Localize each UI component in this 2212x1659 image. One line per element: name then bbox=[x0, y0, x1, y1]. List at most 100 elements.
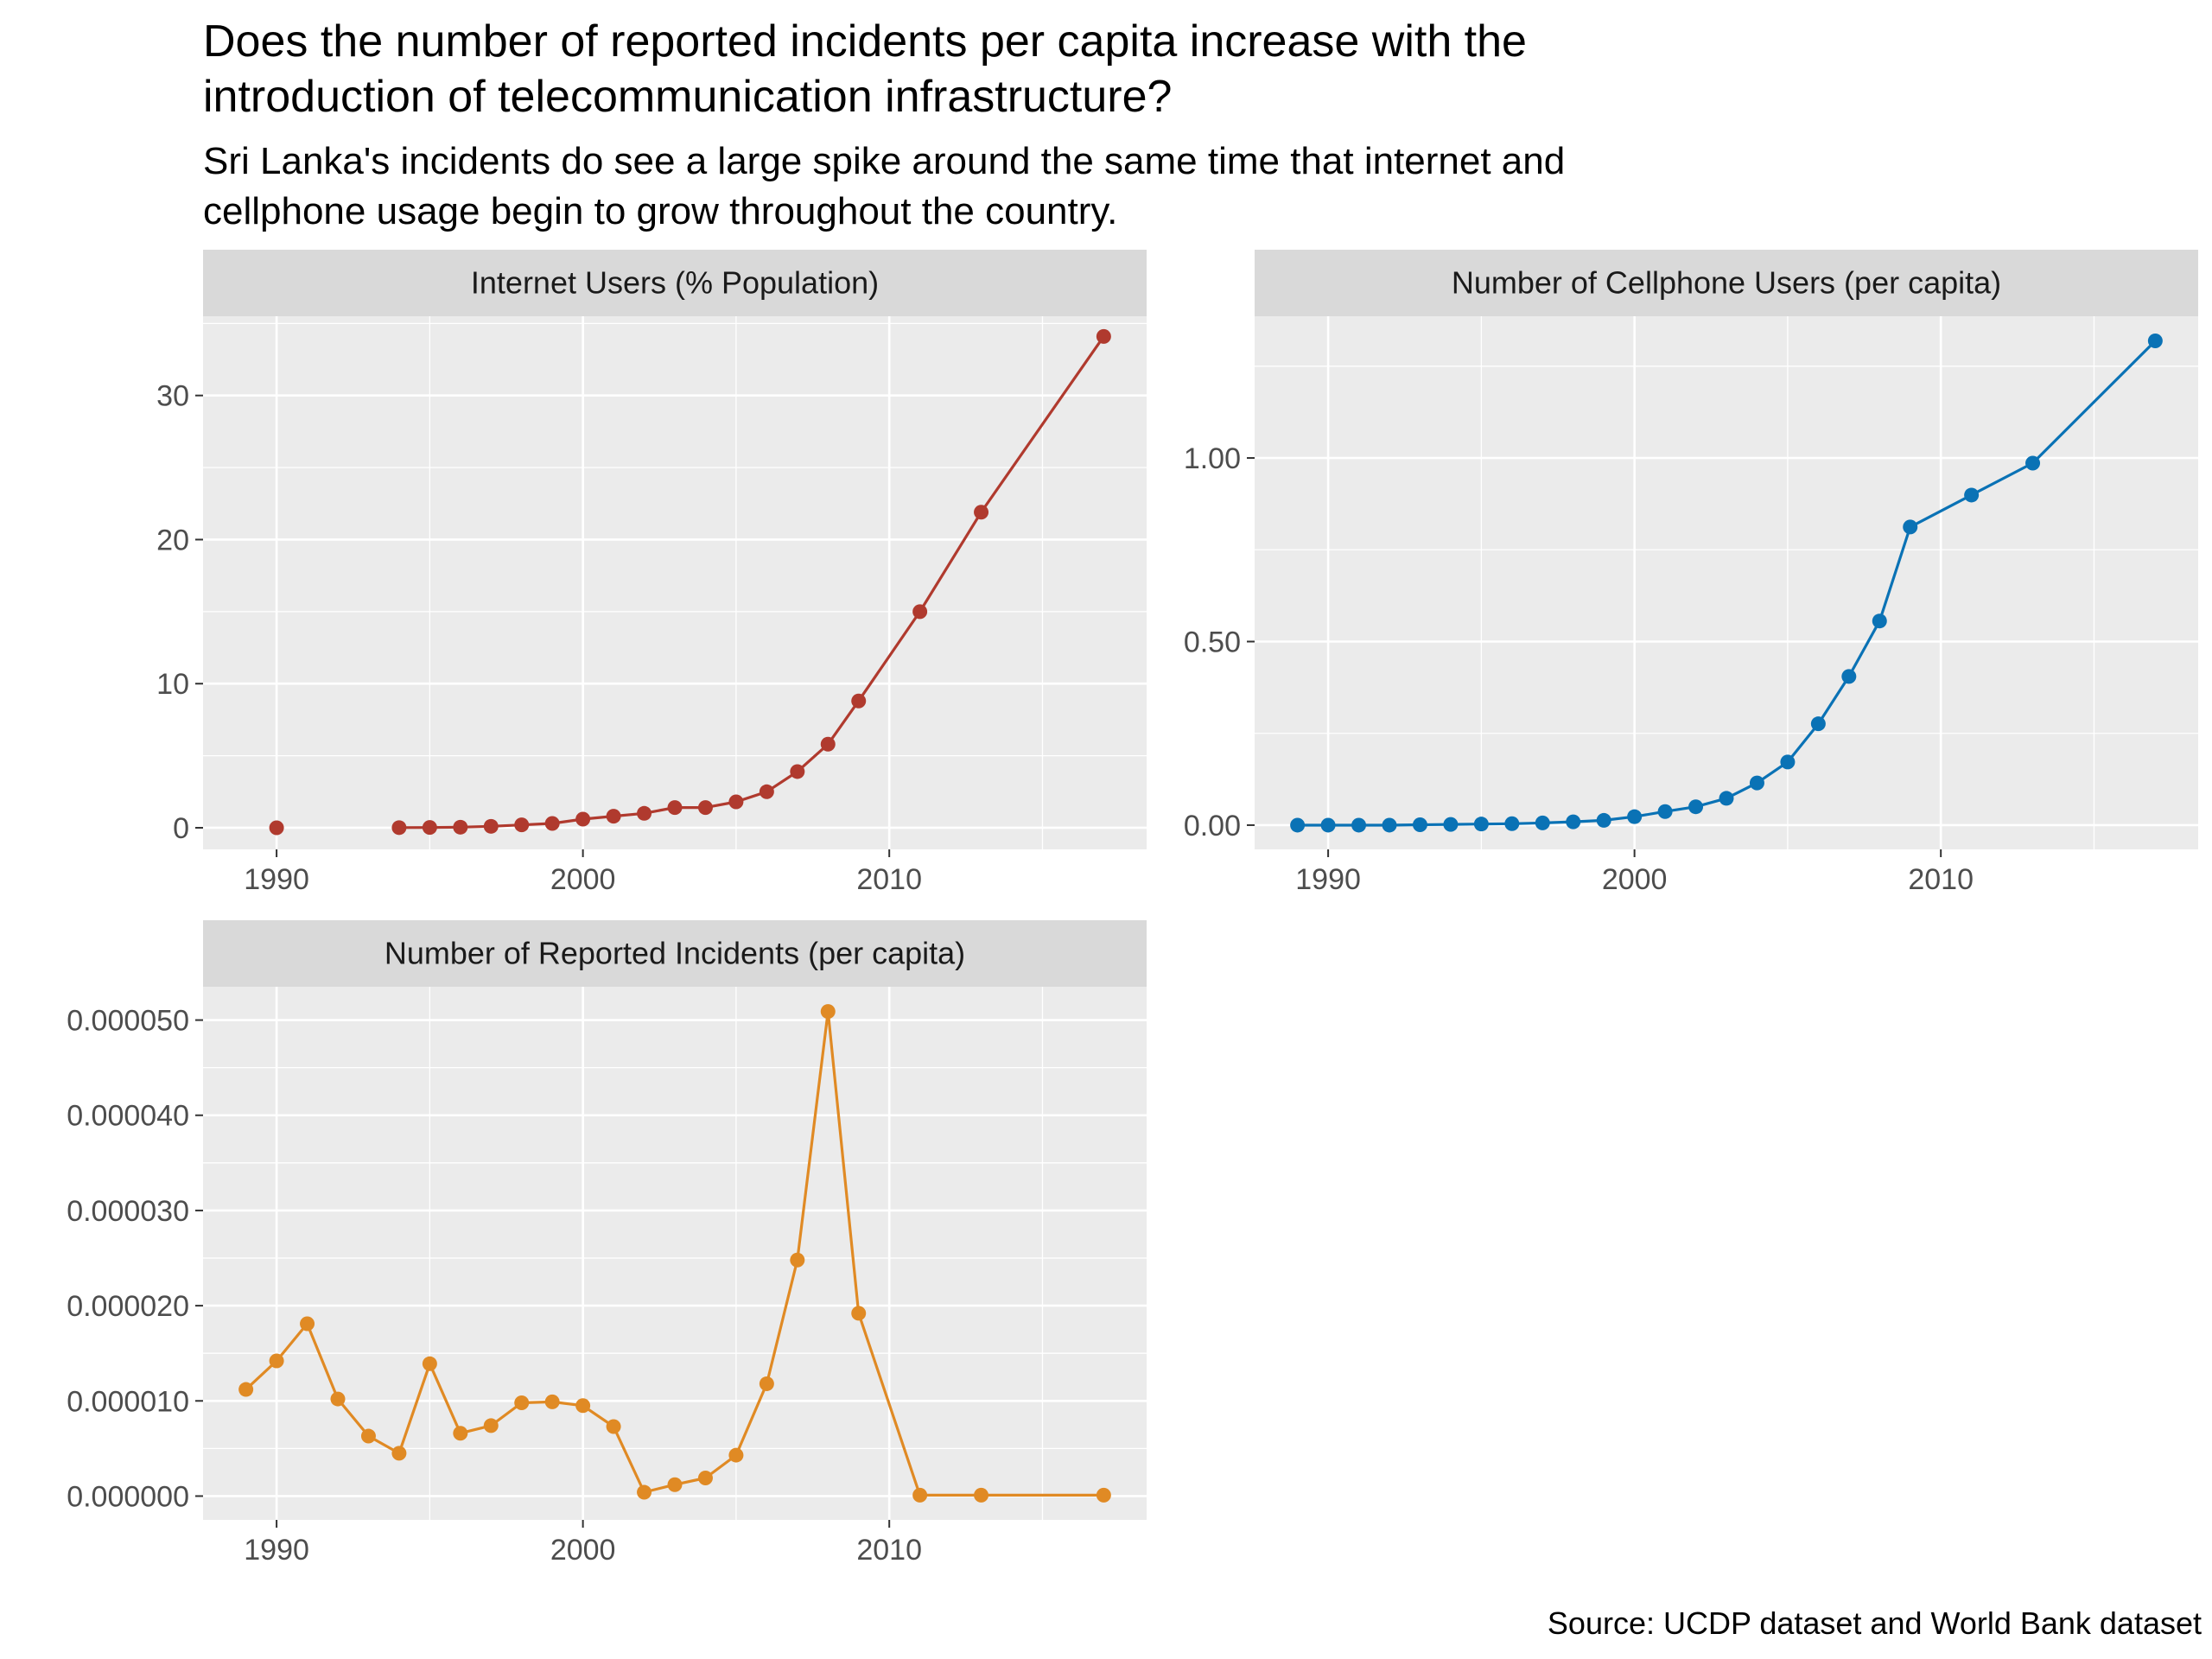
plot-panel bbox=[1255, 316, 2198, 849]
data-point bbox=[1841, 669, 1857, 684]
data-point bbox=[422, 1356, 437, 1371]
data-point bbox=[269, 1353, 284, 1369]
facet-strip bbox=[1255, 250, 2198, 316]
data-point bbox=[820, 736, 836, 752]
chart-title: Does the number of reported incidents pe… bbox=[203, 14, 2104, 124]
data-point bbox=[575, 811, 591, 827]
data-point bbox=[912, 604, 928, 620]
data-point bbox=[851, 693, 867, 709]
x-tick-label: 1990 bbox=[1295, 863, 1361, 896]
y-tick-label: 1.00 bbox=[1184, 442, 1241, 475]
data-point bbox=[1657, 804, 1673, 819]
x-tick-label: 2000 bbox=[1602, 863, 1668, 896]
data-point bbox=[1443, 817, 1459, 832]
x-tick-label: 2000 bbox=[550, 863, 616, 896]
y-tick-label: 20 bbox=[156, 524, 189, 556]
y-tick-label: 0 bbox=[173, 812, 189, 845]
y-tick-label: 0.50 bbox=[1184, 626, 1241, 658]
data-point bbox=[1596, 812, 1611, 828]
y-tick-label: 0.000030 bbox=[67, 1195, 189, 1228]
data-point bbox=[1719, 791, 1734, 806]
data-point bbox=[1535, 815, 1550, 830]
data-point bbox=[1096, 328, 1111, 344]
data-point bbox=[637, 805, 652, 821]
panel-2: Number of Cellphone Users (per capita) 0.… bbox=[1184, 250, 2198, 896]
data-point bbox=[1504, 816, 1520, 831]
x-tick-label: 2000 bbox=[550, 1534, 616, 1567]
data-point bbox=[330, 1391, 346, 1407]
data-point bbox=[269, 820, 284, 836]
data-point bbox=[1320, 817, 1336, 833]
data-point bbox=[790, 764, 805, 779]
data-point bbox=[453, 819, 468, 835]
data-point bbox=[360, 1428, 376, 1444]
data-point bbox=[1964, 487, 1980, 503]
data-point bbox=[637, 1484, 652, 1500]
data-point bbox=[697, 1471, 713, 1486]
data-point bbox=[606, 1419, 621, 1434]
data-point bbox=[2025, 455, 2041, 471]
data-point bbox=[483, 818, 499, 834]
data-point bbox=[728, 794, 744, 810]
data-point bbox=[575, 1398, 591, 1414]
data-point bbox=[544, 1394, 560, 1409]
data-point bbox=[759, 784, 774, 799]
data-point bbox=[1096, 1487, 1111, 1503]
plot-panel bbox=[203, 987, 1147, 1520]
data-point bbox=[238, 1382, 254, 1397]
data-point bbox=[1382, 817, 1397, 833]
data-point bbox=[1688, 799, 1704, 815]
data-point bbox=[2147, 333, 2163, 348]
y-tick-label: 0.000040 bbox=[67, 1100, 189, 1133]
data-point bbox=[1566, 814, 1581, 830]
subtitle-line-2: cellphone usage begin to grow throughout… bbox=[203, 190, 1118, 232]
data-point bbox=[1872, 613, 1887, 629]
data-point bbox=[667, 800, 683, 816]
y-tick-label: 0.00 bbox=[1184, 810, 1241, 842]
data-point bbox=[1749, 775, 1764, 791]
panel-1: Internet Users (% Population) 0 10 20 30 1990… bbox=[156, 250, 1147, 896]
data-point bbox=[1473, 817, 1489, 832]
y-tick-label: 0.000020 bbox=[67, 1290, 189, 1323]
facet-strip bbox=[203, 920, 1147, 987]
facet-title: Internet Users (% Population) bbox=[471, 265, 879, 301]
data-point bbox=[422, 820, 437, 836]
plot-panel bbox=[203, 316, 1147, 849]
data-point bbox=[453, 1426, 468, 1441]
source-caption: Source: UCDP dataset and World Bank data… bbox=[1547, 1605, 2202, 1641]
data-point bbox=[391, 820, 407, 836]
data-point bbox=[790, 1252, 805, 1268]
data-point bbox=[483, 1418, 499, 1433]
x-tick-label: 2010 bbox=[856, 1534, 922, 1567]
title-line-2: introduction of telecommunication infras… bbox=[203, 72, 1173, 122]
data-point bbox=[1780, 754, 1796, 770]
data-point bbox=[514, 1395, 530, 1410]
data-point bbox=[1903, 519, 1918, 535]
series-line bbox=[245, 1010, 1104, 1497]
subtitle-line-1: Sri Lanka's incidents do see a large spi… bbox=[203, 140, 1566, 182]
data-point bbox=[974, 1487, 989, 1503]
data-point bbox=[1810, 716, 1826, 732]
data-point bbox=[544, 816, 560, 831]
data-point bbox=[1627, 809, 1643, 824]
data-point bbox=[697, 800, 713, 816]
data-point bbox=[514, 817, 530, 833]
data-point bbox=[606, 809, 621, 824]
panel-3: Number of Reported Incidents (per capita… bbox=[67, 920, 1147, 1567]
data-point bbox=[1412, 817, 1427, 833]
facet-title: Number of Cellphone Users (per capita) bbox=[1452, 265, 2001, 301]
facet-strip bbox=[203, 250, 1147, 316]
data-point bbox=[1290, 817, 1306, 833]
facet-title: Number of Reported Incidents (per capita… bbox=[385, 936, 965, 971]
data-point bbox=[912, 1487, 928, 1503]
x-tick-label: 1990 bbox=[244, 1534, 309, 1567]
y-tick-label: 30 bbox=[156, 380, 189, 413]
title-line-1: Does the number of reported incidents pe… bbox=[203, 16, 1527, 67]
data-point bbox=[300, 1316, 315, 1332]
y-tick-label: 0.000000 bbox=[67, 1480, 189, 1513]
data-point bbox=[1351, 817, 1367, 833]
x-tick-label: 2010 bbox=[1908, 863, 1974, 896]
data-point bbox=[759, 1376, 774, 1391]
chart-subtitle: Sri Lanka's incidents do see a large spi… bbox=[203, 137, 2104, 237]
